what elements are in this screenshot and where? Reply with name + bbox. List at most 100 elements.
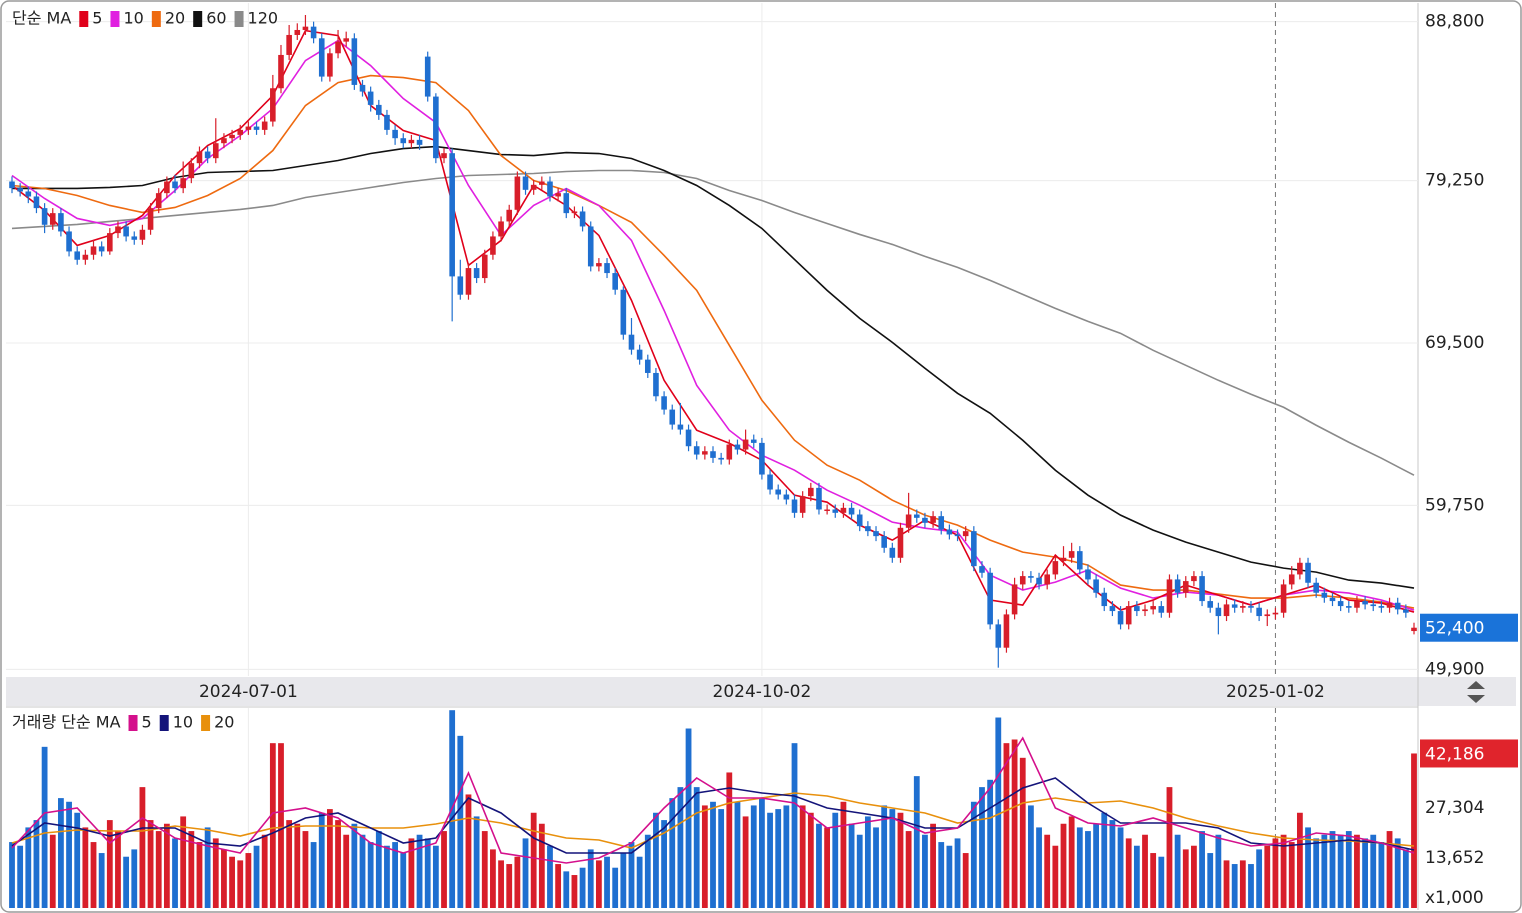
volume-bar bbox=[1036, 827, 1042, 908]
candle-body bbox=[1182, 581, 1189, 593]
last-volume-tag bbox=[1420, 739, 1518, 768]
volume-bar bbox=[775, 809, 782, 908]
legend-swatch bbox=[234, 11, 244, 27]
ma-line bbox=[11, 39, 1415, 611]
volume-bar bbox=[17, 845, 24, 908]
candle-body bbox=[677, 424, 684, 430]
volume-bar bbox=[930, 823, 936, 908]
volume-bar bbox=[1256, 849, 1263, 908]
volume-bar bbox=[82, 827, 89, 908]
candle-body bbox=[188, 163, 195, 179]
volume-bar bbox=[1117, 827, 1124, 908]
candle-body bbox=[596, 263, 602, 267]
candle-body bbox=[237, 129, 244, 135]
volume-bar bbox=[767, 812, 773, 908]
candle-body bbox=[881, 536, 887, 548]
candle-body bbox=[636, 349, 643, 360]
volume-bar bbox=[1223, 860, 1230, 908]
candle-body bbox=[270, 88, 276, 122]
scroll-icon[interactable] bbox=[1467, 681, 1485, 703]
candle-body bbox=[547, 181, 553, 197]
volume-bar bbox=[1370, 834, 1377, 908]
candle-body bbox=[1231, 604, 1238, 608]
candle-body bbox=[164, 181, 170, 194]
candle-body bbox=[392, 129, 398, 139]
candle-body bbox=[1378, 606, 1385, 608]
candle-body bbox=[278, 54, 284, 89]
candle-body bbox=[856, 514, 863, 527]
volume-bar bbox=[416, 834, 423, 908]
candle-body bbox=[962, 531, 969, 537]
volume-bar bbox=[962, 853, 969, 908]
candle-body bbox=[212, 143, 219, 159]
candle-body bbox=[17, 188, 23, 192]
volume-bar bbox=[245, 853, 252, 908]
volume-bar bbox=[514, 856, 521, 908]
arrow-down[interactable] bbox=[1467, 695, 1485, 703]
candle-body bbox=[490, 236, 496, 255]
volume-bar bbox=[1207, 853, 1214, 908]
candle-body bbox=[783, 494, 790, 500]
candle-body bbox=[661, 396, 667, 410]
candle-body bbox=[889, 547, 896, 558]
volume-bar bbox=[9, 842, 15, 908]
candle-body bbox=[759, 442, 765, 475]
volume-bar bbox=[172, 838, 178, 908]
last-price-tag bbox=[1420, 613, 1518, 642]
candle-body bbox=[775, 489, 782, 495]
grid bbox=[6, 3, 1418, 908]
volume-bar bbox=[1076, 827, 1083, 908]
volume-bar bbox=[1386, 831, 1393, 908]
volume-bar bbox=[253, 845, 260, 908]
volume-bar bbox=[1182, 849, 1189, 908]
candle-body bbox=[481, 254, 488, 279]
volume-bar bbox=[155, 831, 162, 908]
volume-bar bbox=[995, 717, 1002, 908]
arrow-up[interactable] bbox=[1467, 681, 1485, 689]
volume-bar bbox=[1313, 838, 1320, 908]
candle-body bbox=[1329, 597, 1336, 602]
volume-bar bbox=[832, 812, 839, 908]
candle-body bbox=[816, 487, 822, 510]
candle-body bbox=[571, 211, 578, 214]
legend-swatch bbox=[79, 11, 89, 27]
volume-bar bbox=[620, 853, 627, 908]
volume-bar bbox=[229, 856, 235, 908]
candle-body bbox=[33, 196, 40, 209]
volume-bar bbox=[188, 831, 195, 908]
candle-body bbox=[1125, 606, 1132, 625]
y-tick-label: 49,900 bbox=[1425, 659, 1484, 679]
volume-bar bbox=[1060, 823, 1067, 908]
volume-bar bbox=[946, 845, 953, 908]
legend-label: 20 bbox=[214, 713, 234, 732]
volume-bar bbox=[221, 849, 227, 908]
volume-bar bbox=[693, 787, 700, 908]
volume-bar bbox=[1362, 838, 1368, 908]
candle-body bbox=[1272, 612, 1279, 615]
volume-bar bbox=[1296, 812, 1303, 908]
candle-body bbox=[131, 236, 138, 240]
volume-bar bbox=[392, 842, 399, 908]
volume-bar bbox=[571, 875, 578, 908]
candle-body bbox=[1150, 606, 1156, 610]
volume-bar bbox=[490, 849, 496, 908]
volume-bar bbox=[1345, 831, 1352, 908]
volume-bar bbox=[375, 831, 382, 908]
volume-bar bbox=[351, 823, 358, 908]
volume-bar bbox=[799, 805, 806, 908]
volume-bar bbox=[359, 834, 366, 908]
candle-body bbox=[1337, 601, 1344, 607]
candle-body bbox=[905, 514, 912, 528]
volume-bar bbox=[204, 827, 211, 908]
volume-bar bbox=[1019, 757, 1026, 908]
volume-bar bbox=[824, 827, 831, 908]
candle-body bbox=[221, 138, 227, 144]
volume-bar bbox=[1394, 838, 1401, 908]
candle-body bbox=[1142, 609, 1148, 612]
volume-bar bbox=[1027, 805, 1034, 908]
candle-body bbox=[971, 531, 977, 567]
candle-body bbox=[74, 251, 81, 260]
volume-bar bbox=[123, 856, 130, 908]
